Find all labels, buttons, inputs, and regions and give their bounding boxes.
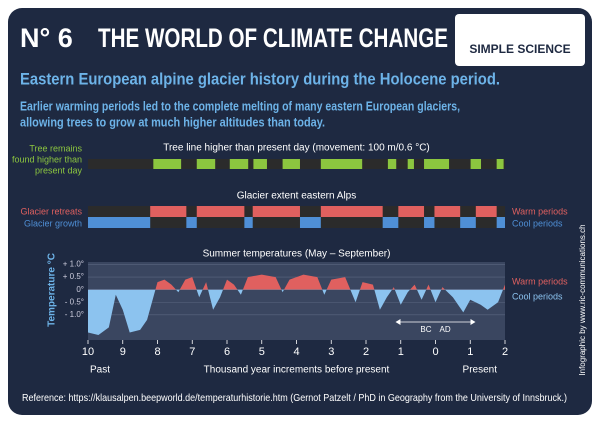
- tree-interval: [196, 159, 216, 169]
- retreat-interval: [475, 206, 497, 217]
- x-tick-label: 2: [363, 346, 369, 358]
- x-tick-label: 8: [154, 346, 160, 358]
- x-tick-label: 3: [328, 346, 334, 358]
- row-label: Tree remains: [29, 143, 82, 153]
- axis-end-label: Past: [90, 365, 110, 376]
- growth-interval: [424, 217, 435, 228]
- y-tick-label: 0°: [76, 285, 84, 294]
- x-tick-label: 1: [398, 346, 404, 358]
- x-tick-label: 0: [432, 346, 438, 358]
- x-tick-label: 7: [189, 346, 195, 358]
- logo-box: [455, 14, 585, 66]
- x-tick-label: 9: [120, 346, 126, 358]
- tree-interval: [470, 159, 482, 169]
- intro-line: Earlier warming periods led to the compl…: [20, 99, 460, 113]
- row-label: Glacier growth: [24, 218, 82, 228]
- intro-line: allowing trees to grow at much higher al…: [20, 115, 325, 129]
- x-axis-title: Thousand year increments before present: [204, 365, 390, 376]
- tree-interval: [496, 159, 504, 169]
- retreat-interval: [196, 206, 245, 217]
- row-label: Warm periods: [512, 276, 568, 286]
- cool-area: [88, 289, 504, 335]
- tree-interval: [153, 159, 182, 169]
- tree-interval: [320, 159, 363, 169]
- tree-interval: [387, 159, 397, 169]
- x-tick-label: 2: [502, 346, 508, 358]
- growth-interval: [186, 217, 197, 228]
- row-label: Cool periods: [512, 291, 563, 301]
- section-title: Glacier extent eastern Alps: [237, 191, 357, 202]
- retreat-interval: [398, 206, 425, 217]
- row-label: found higher than: [12, 154, 82, 164]
- growth-interval: [496, 217, 505, 228]
- logo-text: SIMPLE SCIENCE: [469, 42, 570, 56]
- axis-end-label: Present: [463, 365, 498, 376]
- growth-interval: [244, 217, 253, 228]
- tree-interval: [253, 159, 267, 169]
- retreat-interval: [320, 206, 383, 217]
- era-label: AD: [440, 325, 451, 334]
- reference: Reference: https://klausalpen.beepworld.…: [22, 392, 567, 404]
- issue-number: N° 6: [20, 23, 73, 53]
- growth-interval: [460, 217, 476, 228]
- header-title: THE WORLD OF CLIMATE CHANGE: [98, 23, 448, 53]
- x-tick-label: 5: [259, 346, 265, 358]
- section-title: Tree line higher than present day (movem…: [163, 143, 430, 154]
- y-tick-label: - 0.5°: [65, 297, 84, 306]
- retreat-interval: [434, 206, 461, 217]
- x-tick-label: 4: [293, 346, 299, 358]
- row-label: Cool periods: [512, 218, 563, 228]
- tree-interval: [407, 159, 414, 169]
- row-label: present day: [35, 165, 83, 175]
- x-tick-label: 10: [82, 346, 94, 358]
- tree-interval: [282, 159, 300, 169]
- credit: Infographic by www.ric-communications.ch: [578, 224, 587, 375]
- row-label: Glacier retreats: [20, 206, 82, 216]
- tree-interval: [424, 159, 450, 169]
- tree-interval: [229, 159, 249, 169]
- y-tick-label: + 0.5°: [63, 272, 84, 281]
- y-axis-title: Temperature °C: [47, 253, 58, 327]
- y-tick-label: - 1.0°: [65, 310, 84, 319]
- row-label: Warm periods: [512, 206, 568, 216]
- growth-interval: [299, 217, 321, 228]
- section-title: Summer temperatures (May – September): [203, 249, 391, 260]
- x-tick-label: 1: [467, 346, 473, 358]
- retreat-interval: [252, 206, 300, 217]
- era-label: BC: [420, 325, 431, 334]
- growth-interval: [382, 217, 399, 228]
- x-tick-label: 6: [224, 346, 230, 358]
- y-tick-label: + 1.0°: [63, 260, 84, 269]
- subtitle: Eastern European alpine glacier history …: [20, 69, 500, 88]
- retreat-interval: [150, 206, 187, 217]
- warm-area: [88, 274, 505, 290]
- growth-interval: [88, 217, 151, 228]
